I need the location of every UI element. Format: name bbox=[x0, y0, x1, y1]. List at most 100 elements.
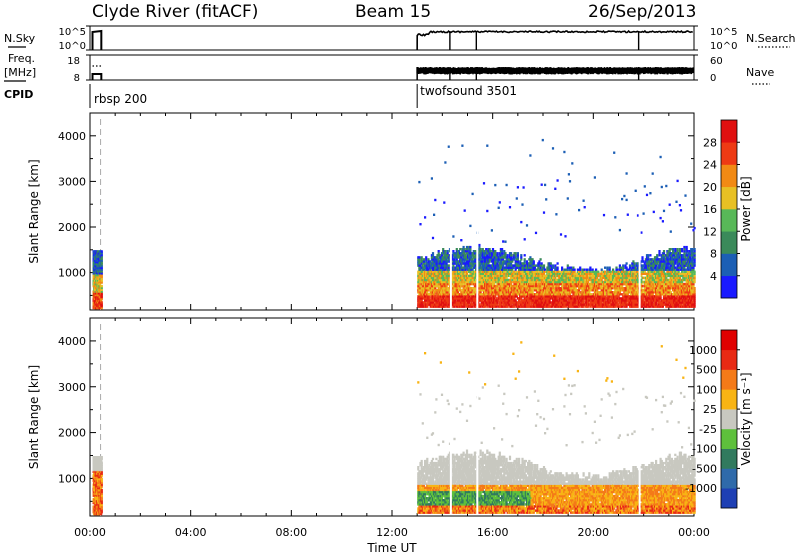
data-cell bbox=[447, 301, 450, 304]
data-cell bbox=[625, 287, 628, 290]
data-cell bbox=[419, 280, 422, 284]
data-cell bbox=[534, 303, 538, 306]
data-cell bbox=[634, 282, 637, 286]
data-cell bbox=[454, 256, 457, 259]
data-cell bbox=[554, 264, 557, 267]
data-cell bbox=[625, 289, 628, 292]
data-cells bbox=[92, 114, 696, 310]
data-cell bbox=[590, 278, 593, 282]
data-cell bbox=[493, 268, 496, 271]
data-cell bbox=[572, 303, 575, 306]
data-cell bbox=[436, 258, 439, 261]
data-cell bbox=[98, 294, 101, 297]
data-cell bbox=[574, 291, 577, 294]
data-cell bbox=[478, 248, 481, 251]
data-cell bbox=[607, 295, 610, 298]
data-cell bbox=[499, 272, 502, 275]
data-cell bbox=[636, 214, 640, 217]
data-cell bbox=[568, 180, 572, 183]
data-cell bbox=[429, 284, 432, 288]
data-cell bbox=[481, 250, 484, 253]
data-cell bbox=[568, 284, 572, 288]
data-cell bbox=[472, 280, 475, 284]
data-cell bbox=[608, 284, 611, 288]
data-cell bbox=[579, 293, 582, 296]
data-cell bbox=[534, 297, 538, 300]
data-cell bbox=[622, 280, 625, 284]
data-cell bbox=[591, 305, 594, 308]
data-cell bbox=[540, 264, 543, 267]
data-cell bbox=[566, 197, 569, 200]
data-cell bbox=[622, 293, 625, 296]
data-cell bbox=[632, 299, 635, 302]
data-cell bbox=[417, 291, 420, 294]
data-cell bbox=[551, 147, 555, 150]
data-cell bbox=[597, 284, 600, 288]
data-cell bbox=[498, 268, 501, 271]
data-cell bbox=[523, 284, 526, 288]
data-cell bbox=[460, 303, 463, 306]
data-cell bbox=[551, 270, 555, 273]
data-cell bbox=[572, 270, 575, 273]
data-cell bbox=[456, 280, 459, 284]
data-cell bbox=[612, 284, 615, 288]
data-cell bbox=[100, 277, 103, 280]
data-cell bbox=[523, 274, 526, 278]
data-cell bbox=[545, 284, 548, 288]
data-cell bbox=[454, 280, 457, 284]
data-cell bbox=[95, 261, 98, 264]
data-cell bbox=[429, 266, 432, 269]
data-cell bbox=[621, 305, 624, 308]
nsky-label: N.Sky bbox=[4, 32, 36, 45]
data-cell bbox=[616, 301, 619, 304]
data-cell bbox=[436, 305, 439, 308]
data-cell bbox=[440, 289, 444, 292]
data-cell bbox=[608, 297, 611, 300]
nsky-tick: 10^0 bbox=[59, 41, 86, 52]
data-cell bbox=[499, 299, 502, 302]
data-cell bbox=[568, 293, 572, 296]
data-cell bbox=[596, 299, 599, 302]
data-cell bbox=[622, 266, 625, 269]
data-cell bbox=[621, 197, 624, 201]
data-cell bbox=[597, 303, 600, 306]
data-cell bbox=[600, 278, 603, 282]
data-cell bbox=[590, 299, 593, 302]
data-cell bbox=[610, 278, 613, 282]
data-cell bbox=[640, 274, 643, 278]
data-cell bbox=[519, 264, 522, 267]
data-cell bbox=[471, 192, 474, 196]
data-cell bbox=[460, 239, 463, 242]
data-cell bbox=[470, 291, 473, 294]
data-cell bbox=[590, 280, 593, 284]
data-cell bbox=[451, 268, 454, 271]
data-cell bbox=[451, 287, 454, 290]
data-cell bbox=[440, 280, 444, 284]
data-cell bbox=[520, 299, 523, 302]
data-cell bbox=[545, 276, 548, 280]
data-cell bbox=[574, 274, 577, 278]
data-cell bbox=[563, 301, 566, 304]
data-cell bbox=[596, 284, 599, 288]
data-cell bbox=[426, 293, 429, 296]
data-cell bbox=[468, 260, 471, 263]
data-cell bbox=[506, 293, 509, 296]
data-cell bbox=[632, 301, 635, 304]
data-cell bbox=[553, 299, 556, 302]
data-cell bbox=[520, 303, 523, 306]
data-cell bbox=[562, 287, 565, 290]
data-cell bbox=[433, 256, 436, 259]
data-cell bbox=[503, 260, 506, 263]
data-cell bbox=[583, 297, 586, 300]
data-cell bbox=[579, 270, 582, 273]
data-cell bbox=[608, 268, 611, 271]
data-cell bbox=[536, 291, 539, 294]
data-cell bbox=[436, 301, 439, 304]
data-cell bbox=[553, 272, 556, 275]
data-cell bbox=[451, 282, 454, 286]
data-cell bbox=[516, 258, 519, 261]
data-cell bbox=[490, 270, 493, 273]
data-cell bbox=[541, 305, 544, 308]
data-cell bbox=[534, 305, 538, 308]
data-cell bbox=[474, 270, 478, 273]
